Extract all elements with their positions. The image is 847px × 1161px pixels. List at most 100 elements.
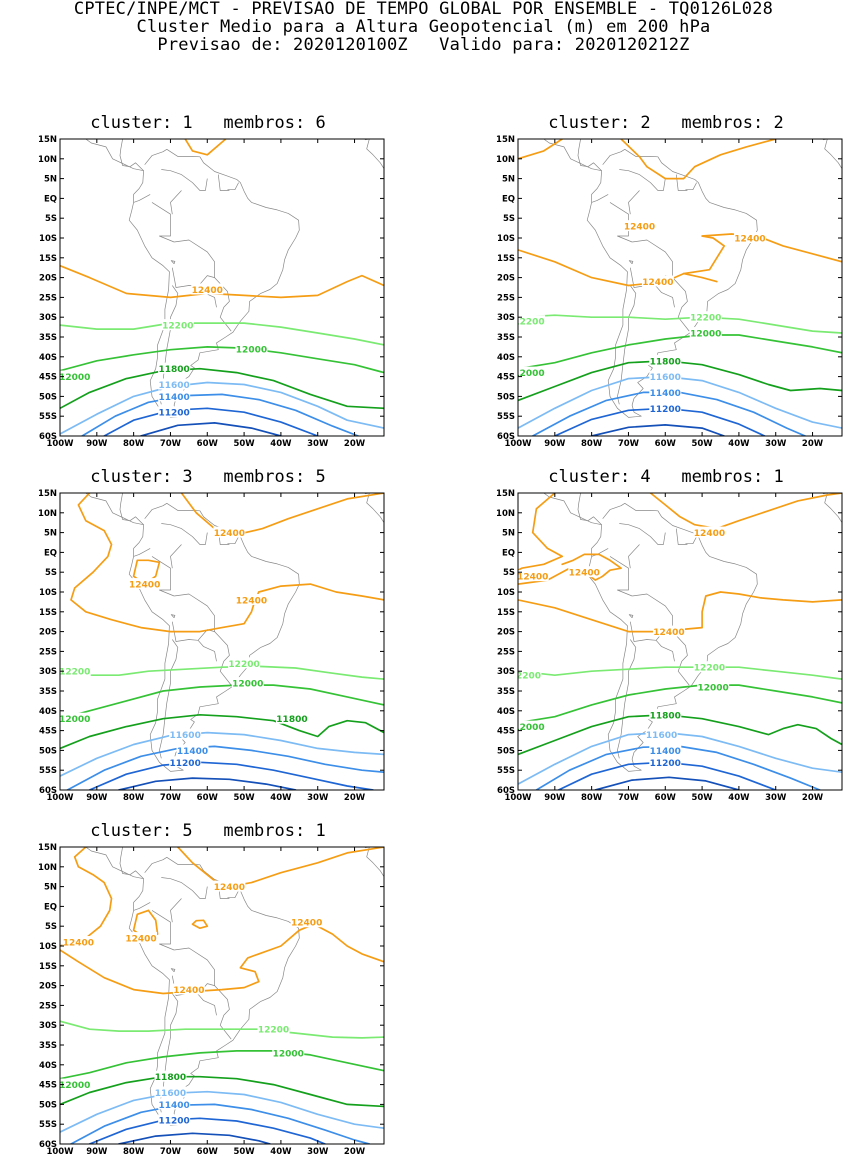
coastline-central-america	[85, 847, 144, 880]
contour-12400	[60, 923, 384, 995]
contour-12400	[191, 919, 209, 930]
contour-label: 12400	[694, 529, 725, 539]
lat-tick-label: 40S	[39, 353, 57, 363]
coastline-central-america	[543, 493, 602, 526]
contour-label-bg	[257, 1023, 290, 1035]
country-border	[591, 194, 609, 203]
contour-label-bg	[689, 327, 722, 339]
lon-tick-label: 90W	[86, 439, 108, 449]
contour-label-bg	[649, 370, 682, 382]
country-border	[628, 190, 640, 215]
contour-label: 11800	[158, 365, 189, 375]
contour-label-bg	[176, 744, 209, 756]
lat-tick-label: 5S	[45, 214, 57, 224]
contour-label: 12000	[59, 715, 90, 725]
lat-tick-label: 60S	[497, 786, 515, 796]
lat-tick-label: 10S	[497, 234, 515, 244]
lat-tick-label: 10S	[39, 942, 57, 952]
lon-tick-label: 90W	[544, 439, 566, 449]
lat-tick-label: 10N	[38, 863, 57, 873]
map-frame	[59, 846, 385, 1145]
contour-label-bg	[161, 319, 194, 331]
lat-tick-label: 15S	[39, 254, 57, 264]
contour-label: 11800	[650, 357, 681, 367]
contour-11800	[60, 367, 384, 410]
contour-label: 12200	[162, 322, 193, 332]
lon-tick-label: 90W	[544, 793, 566, 803]
lon-tick-label: 20W	[802, 439, 824, 449]
lat-tick-label: 35S	[39, 687, 57, 697]
contour-11000	[590, 424, 726, 436]
map-frame	[517, 138, 843, 437]
lat-tick-label: 45S	[39, 1081, 57, 1091]
contour-11400	[66, 745, 384, 790]
map-frame	[59, 138, 385, 437]
lat-tick-label: 10N	[496, 509, 515, 519]
lat-tick-label: 45S	[497, 727, 515, 737]
contour-label-bg	[649, 402, 682, 414]
lat-tick-label: 35S	[497, 333, 515, 343]
country-border	[619, 523, 666, 545]
contour-label: 12000	[59, 1081, 90, 1091]
lon-tick-label: 50W	[691, 439, 713, 449]
lon-tick-label: 30W	[307, 1147, 329, 1157]
lon-tick-label: 60W	[197, 439, 219, 449]
contour-11600	[518, 731, 842, 785]
contour-11400	[81, 393, 360, 436]
lat-tick-label: 60S	[39, 1140, 57, 1150]
lat-tick-label: 20S	[497, 628, 515, 638]
lon-tick-label: 50W	[233, 793, 255, 803]
country-border	[675, 528, 688, 545]
lon-tick-label: 60W	[197, 793, 219, 803]
country-border	[161, 877, 208, 899]
country-border	[227, 536, 239, 545]
lon-tick-label: 40W	[728, 793, 750, 803]
map-frame	[517, 492, 843, 791]
contour-label: 12200	[59, 668, 90, 678]
contour-label-bg	[649, 756, 682, 768]
country-border	[617, 285, 637, 405]
contour-label: 11200	[158, 409, 189, 419]
contour-label: 12400	[734, 235, 765, 245]
lon-tick-label: 50W	[233, 439, 255, 449]
contour-12400	[649, 493, 842, 530]
contour-label: 11600	[646, 731, 677, 741]
contour-12000	[518, 684, 842, 724]
contour-label: 12400	[653, 628, 684, 638]
panel-cluster-1: cluster: 1 membros: 6 12400 12200 12000 120…	[8, 113, 408, 453]
map-cluster-4: 12400 12400 12400 12400 12200 12200 12000 12000…	[496, 489, 843, 803]
country-border	[151, 556, 175, 597]
contour-label-bg	[228, 657, 261, 669]
lat-tick-label: 55S	[497, 412, 515, 422]
lat-tick-label: 45S	[497, 373, 515, 383]
lat-tick-label: 30S	[39, 313, 57, 323]
panel-cluster-4: cluster: 4 membros: 1 12400 12400 12400 124…	[466, 467, 847, 807]
lat-tick-label: 10S	[39, 234, 57, 244]
contour-label: 12000	[690, 330, 721, 340]
map-content: 12400 12400 12400 12200 12200 12000 12000 11800…	[59, 493, 384, 790]
contour-label: 11400	[158, 393, 189, 403]
lat-tick-label: 55S	[39, 412, 57, 422]
lon-tick-label: 20W	[344, 439, 366, 449]
lat-tick-label: 50S	[497, 392, 515, 402]
country-border	[655, 640, 675, 662]
lat-tick-label: 50S	[39, 1100, 57, 1110]
contour-label-bg	[649, 708, 682, 720]
lat-tick-label: 15S	[39, 608, 57, 618]
contour-label-bg	[697, 681, 730, 693]
contour-12400	[70, 493, 384, 633]
contour-label: 12400	[63, 939, 94, 949]
country-border	[617, 639, 637, 759]
lon-tick-label: 20W	[344, 793, 366, 803]
lon-tick-label: 70W	[160, 439, 182, 449]
contour-label: 12200	[510, 672, 541, 682]
contour-label: 12200	[694, 664, 725, 674]
contour-label-bg	[275, 712, 308, 724]
contour-label-bg	[649, 744, 682, 756]
contour-label: 12400	[624, 223, 655, 233]
lon-tick-label: 100W	[46, 1147, 74, 1157]
lat-tick-label: 50S	[497, 746, 515, 756]
lat-tick-label: 60S	[39, 432, 57, 442]
lat-tick-label: EQ	[502, 548, 515, 558]
contour-12000	[60, 346, 384, 374]
